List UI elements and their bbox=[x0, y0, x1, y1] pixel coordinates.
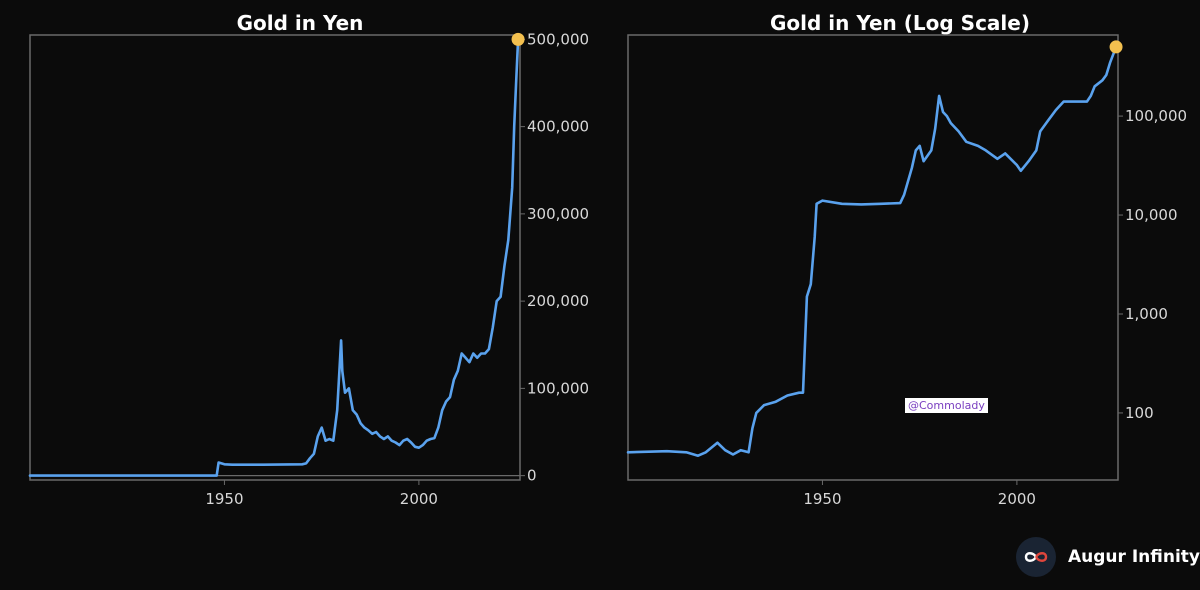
y-tick-label: 500,000 bbox=[527, 30, 589, 48]
y-axis: 100 1,000 10,000 100,000 bbox=[1118, 107, 1187, 422]
y-tick-label: 300,000 bbox=[527, 205, 589, 223]
series-group bbox=[28, 32, 525, 477]
plot-frame bbox=[627, 34, 1119, 481]
y-tick-label: 100 bbox=[1125, 404, 1154, 422]
x-tick-label: 2000 bbox=[400, 490, 438, 508]
series-line bbox=[28, 38, 520, 477]
watermark-label: @Commolady bbox=[905, 398, 988, 413]
x-tick-label: 2000 bbox=[998, 490, 1036, 508]
latest-value-marker bbox=[1109, 40, 1123, 54]
y-tick-label: 1,000 bbox=[1125, 305, 1168, 323]
brand-name: Augur Infinity bbox=[1068, 547, 1200, 567]
chart-linear: Gold in Yen 1950 2000 0 100,000 200,000 300,… bbox=[28, 11, 589, 508]
infinity-icon bbox=[1016, 537, 1056, 577]
y-tick-label: 200,000 bbox=[527, 292, 589, 310]
chart-log: Gold in Yen (Log Scale) 1950 2000 100 1,00… bbox=[626, 11, 1187, 508]
y-tick-label: 0 bbox=[527, 467, 537, 485]
series-group bbox=[626, 40, 1123, 457]
latest-value-marker bbox=[511, 32, 525, 46]
chart-title: Gold in Yen (Log Scale) bbox=[770, 11, 1030, 35]
y-tick-label: 100,000 bbox=[1125, 107, 1187, 125]
x-axis: 1950 2000 bbox=[205, 480, 438, 508]
y-tick-label: 100,000 bbox=[527, 379, 589, 397]
x-tick-label: 1950 bbox=[803, 490, 841, 508]
x-axis: 1950 2000 bbox=[803, 480, 1036, 508]
x-tick-label: 1950 bbox=[205, 490, 243, 508]
y-tick-label: 10,000 bbox=[1125, 206, 1178, 224]
chart-title: Gold in Yen bbox=[237, 11, 364, 35]
y-axis: 0 100,000 200,000 300,000 400,000 500,000 bbox=[520, 30, 589, 485]
plot-frame bbox=[29, 34, 521, 481]
series-line bbox=[626, 45, 1118, 457]
y-tick-label: 400,000 bbox=[527, 118, 589, 136]
brand: Augur Infinity bbox=[1016, 537, 1200, 577]
